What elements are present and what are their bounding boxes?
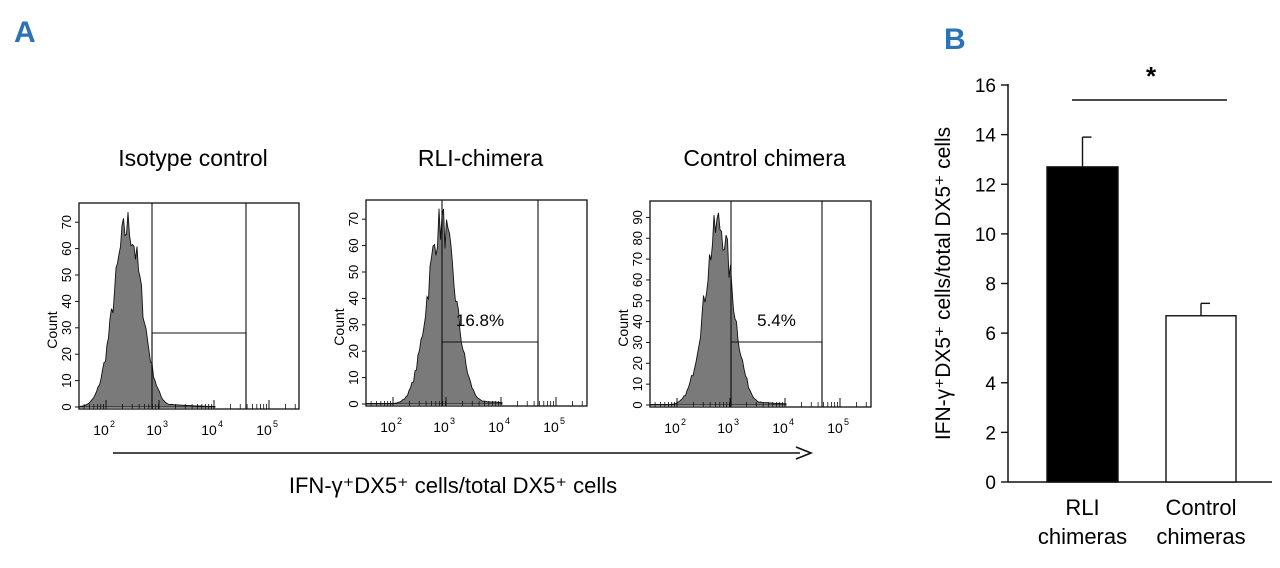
- bar-category-label: chimeras: [1156, 524, 1245, 549]
- y-tick-label: 70: [59, 215, 74, 229]
- y-tick-label: 0: [59, 403, 74, 410]
- plot-frame: [649, 200, 872, 408]
- y-axis-label: Count: [331, 308, 347, 345]
- bar-y-tick-label: 2: [985, 423, 996, 444]
- y-tick-label: 20: [630, 356, 645, 370]
- x-tick-label: 10: [827, 420, 843, 436]
- y-tick-label: 40: [346, 291, 361, 305]
- histogram-panel-3: Control chimera 5.4% 0 10 20 30 40 50 60 70 80 90 Co…: [615, 145, 872, 436]
- x-tick-exponent: 2: [681, 417, 686, 427]
- bar-category-label: Control: [1166, 495, 1237, 520]
- x-tick-label: 10: [93, 422, 109, 438]
- significance-star: *: [1146, 61, 1157, 91]
- x-tick-exponent: 5: [844, 417, 849, 427]
- bar-y-tick-label: 16: [975, 76, 996, 97]
- x-tick-exponent: 5: [560, 416, 565, 426]
- bar-y-tick-label: 0: [985, 473, 996, 494]
- y-tick-label: 0: [346, 400, 361, 407]
- bar-y-tick-label: 6: [985, 324, 996, 345]
- x-tick-exponent: 5: [273, 419, 278, 429]
- x-tick-label: 10: [488, 419, 504, 435]
- gate-percentage: 16.8%: [456, 311, 504, 330]
- x-tick-label: 10: [380, 419, 396, 435]
- gate-percentage: 5.4%: [757, 311, 796, 330]
- y-tick-label: 30: [59, 321, 74, 335]
- y-tick-label: 50: [59, 268, 74, 282]
- bar-control-chimeras: [1165, 315, 1237, 483]
- positive-gate: [441, 341, 539, 406]
- bar-y-tick-label: 12: [975, 175, 996, 196]
- x-tick-exponent: 4: [218, 419, 223, 429]
- panel-a-x-axis-arrow: [113, 446, 814, 460]
- plot-frame: [78, 202, 300, 410]
- y-tick-label: 60: [346, 238, 361, 252]
- y-tick-label: 30: [630, 335, 645, 349]
- histogram-title: Isotype control: [118, 145, 268, 171]
- bar-rli-chimeras: [1046, 166, 1119, 483]
- y-axis-label: Count: [615, 309, 631, 346]
- x-tick-label: 10: [717, 420, 733, 436]
- y-tick-label: 40: [59, 294, 74, 308]
- histogram-title: Control chimera: [683, 145, 846, 171]
- y-tick-label: 80: [630, 231, 645, 245]
- histogram-distribution: [79, 212, 216, 408]
- y-tick-label: 40: [630, 314, 645, 328]
- x-tick-exponent: 2: [110, 419, 115, 429]
- x-tick-label: 10: [256, 422, 272, 438]
- x-tick-label: 10: [664, 420, 680, 436]
- x-tick-exponent: 3: [734, 417, 739, 427]
- panel-a-letter: A: [14, 16, 36, 49]
- x-tick-label: 10: [772, 420, 788, 436]
- y-tick-label: 60: [630, 273, 645, 287]
- x-tick-label: 10: [543, 419, 559, 435]
- panel-b-letter: B: [944, 23, 966, 56]
- x-tick-exponent: 2: [397, 416, 402, 426]
- bar-category-label: RLI: [1065, 495, 1099, 520]
- bar-y-tick-label: 10: [975, 225, 996, 246]
- x-tick-label: 10: [433, 419, 449, 435]
- histogram-distribution: [366, 208, 503, 405]
- y-tick-label: 0: [630, 401, 645, 408]
- bar-y-tick-label: 8: [985, 275, 996, 296]
- bar-y-tick-label: 14: [975, 126, 997, 147]
- x-tick-exponent: 3: [163, 419, 168, 429]
- y-tick-label: 10: [346, 370, 361, 384]
- x-tick-exponent: 4: [789, 417, 794, 427]
- bar-category-label: chimeras: [1038, 524, 1127, 549]
- y-tick-label: 60: [59, 241, 74, 255]
- positive-gate: [151, 332, 247, 409]
- y-tick-label: 50: [630, 294, 645, 308]
- bar-y-tick-label: 4: [985, 374, 996, 395]
- x-tick-label: 10: [146, 422, 162, 438]
- histogram-title: RLI-chimera: [418, 145, 543, 171]
- y-axis-label: Count: [44, 311, 60, 348]
- y-tick-label: 70: [346, 212, 361, 226]
- histogram-distribution: [650, 212, 787, 406]
- y-tick-label: 20: [346, 344, 361, 358]
- y-tick-label: 30: [346, 318, 361, 332]
- y-tick-label: 50: [346, 265, 361, 279]
- x-tick-exponent: 3: [450, 416, 455, 426]
- bar-y-axis-label: IFN-γ⁺DX5⁺ cells/total DX5⁺ cells: [932, 127, 955, 440]
- y-tick-label: 20: [59, 347, 74, 361]
- panel-b-bar-chart: 0 2 4 6 8 10 12 14 16 IFN-γ⁺DX5⁺ cells/total DX5⁺…: [932, 61, 1272, 549]
- plot-frame: [365, 199, 588, 407]
- y-tick-label: 10: [630, 377, 645, 391]
- panel-a-x-axis-label: IFN-γ⁺DX5⁺ cells/total DX5⁺ cells: [289, 473, 617, 498]
- x-tick-exponent: 4: [505, 416, 510, 426]
- y-tick-label: 10: [59, 373, 74, 387]
- y-tick-label: 90: [630, 210, 645, 224]
- y-tick-label: 70: [630, 252, 645, 266]
- positive-gate: [730, 341, 823, 407]
- x-tick-label: 10: [201, 422, 217, 438]
